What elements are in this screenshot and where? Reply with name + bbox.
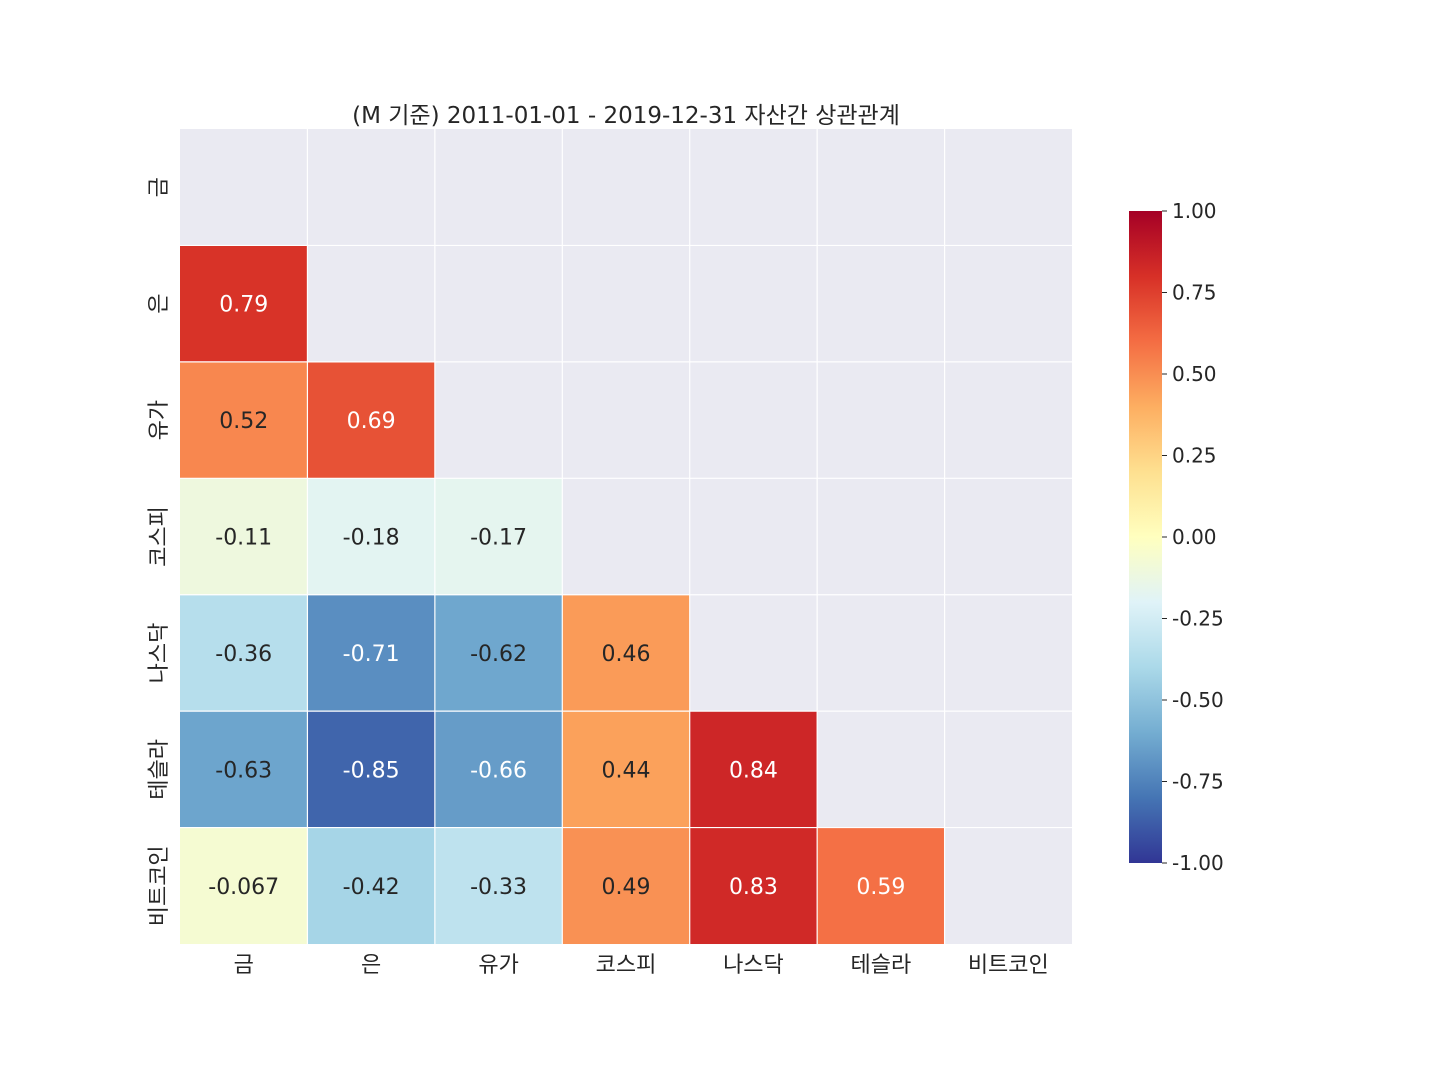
heatmap-cell xyxy=(434,827,563,945)
heatmap-cell xyxy=(307,711,435,828)
colorbar-tick-label: -0.25 xyxy=(1172,607,1224,631)
x-tick-label: 나스닥 xyxy=(723,953,784,978)
heatmap-cell xyxy=(307,827,435,945)
heatmap-cell xyxy=(689,711,818,828)
heatmap-cell xyxy=(180,711,308,828)
heatmap-cell xyxy=(180,478,308,595)
heatmap-cell xyxy=(689,827,818,945)
cell-value-label: -0.66 xyxy=(470,758,527,783)
y-tick-label: 은 xyxy=(147,294,172,314)
cell-value-label: 0.83 xyxy=(729,875,778,900)
y-tick-label: 유가 xyxy=(147,400,172,440)
heatmap-cell xyxy=(434,478,563,595)
cell-value-label: 0.84 xyxy=(729,758,778,783)
heatmap-cell xyxy=(817,827,945,945)
cell-value-label: 0.49 xyxy=(602,875,651,900)
cell-value-label: -0.62 xyxy=(470,642,527,667)
heatmap-cell xyxy=(180,827,308,945)
cell-value-label: -0.17 xyxy=(470,526,527,551)
colorbar xyxy=(1129,211,1162,863)
x-tick-label: 테슬라 xyxy=(851,953,912,978)
cell-value-label: 0.46 xyxy=(602,642,651,667)
colorbar-tick-label: -0.75 xyxy=(1172,770,1224,794)
heatmap-cell xyxy=(180,594,308,712)
chart-title: (M 기준) 2011-01-01 - 2019-12-31 자산간 상관관계 xyxy=(352,103,900,129)
heatmap-cell xyxy=(434,711,563,828)
heatmap-cell xyxy=(180,361,308,479)
cell-value-label: -0.067 xyxy=(208,875,279,900)
colorbar-tick-label: -0.50 xyxy=(1172,688,1224,712)
heatmap-cell xyxy=(434,594,563,712)
x-tick-label: 은 xyxy=(361,953,381,978)
colorbar-tick-label: 0.25 xyxy=(1172,444,1217,468)
cell-value-label: -0.18 xyxy=(343,526,400,551)
cell-value-label: -0.36 xyxy=(215,642,272,667)
cell-value-label: -0.85 xyxy=(343,758,400,783)
cell-value-label: 0.59 xyxy=(856,875,905,900)
colorbar-tick-label: 0.00 xyxy=(1172,525,1217,549)
cell-value-label: 0.44 xyxy=(602,758,651,783)
heatmap-cell xyxy=(562,827,690,945)
y-tick-label: 비트코인 xyxy=(147,845,172,926)
heatmap-cell xyxy=(307,478,435,595)
heatmap-cell xyxy=(562,711,690,828)
colorbar-tick-label: -1.00 xyxy=(1172,851,1224,875)
cell-value-label: -0.11 xyxy=(215,526,272,551)
cell-value-label: 0.52 xyxy=(219,409,268,434)
cell-value-label: 0.69 xyxy=(347,409,396,434)
y-tick-label: 테슬라 xyxy=(147,739,172,800)
heatmap-cell xyxy=(307,361,435,479)
x-tick-label: 비트코인 xyxy=(968,953,1049,978)
cell-value-label: -0.63 xyxy=(215,758,272,783)
heatmap-cell xyxy=(562,594,690,712)
colorbar-tick-label: 1.00 xyxy=(1172,199,1217,223)
x-tick-label: 유가 xyxy=(478,953,518,978)
colorbar-tick-label: 0.50 xyxy=(1172,362,1217,386)
x-tick-label: 금 xyxy=(234,953,254,978)
x-tick-label: 코스피 xyxy=(596,953,657,978)
y-tick-label: 코스피 xyxy=(147,506,172,567)
colorbar-tick-label: 0.75 xyxy=(1172,281,1217,305)
cell-value-label: -0.71 xyxy=(343,642,400,667)
heatmap-cell xyxy=(307,594,435,712)
y-tick-label: 금 xyxy=(147,177,172,197)
cell-value-label: -0.33 xyxy=(470,875,527,900)
cell-value-label: 0.79 xyxy=(219,293,268,318)
heatmap-cell xyxy=(180,245,308,362)
y-tick-label: 나스닥 xyxy=(147,623,172,684)
cell-value-label: -0.42 xyxy=(343,875,400,900)
